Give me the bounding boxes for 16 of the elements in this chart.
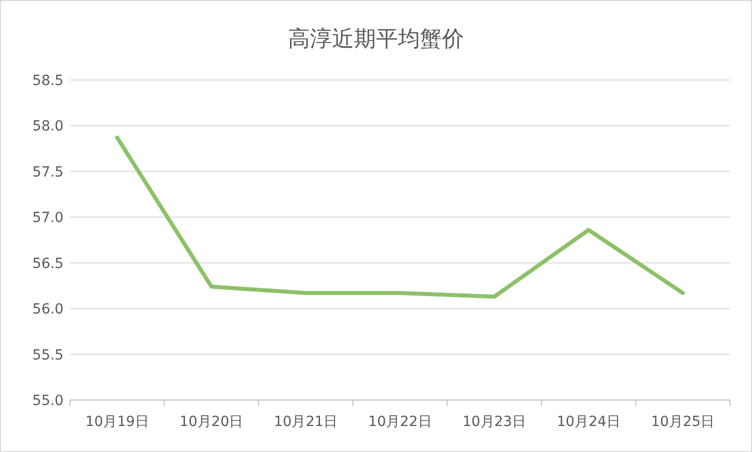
y-tick-label: 58.5 (32, 73, 64, 89)
y-tick-label: 57.5 (32, 164, 64, 180)
x-tick-label: 10月19日 (85, 414, 149, 430)
x-tick-label: 10月21日 (274, 414, 338, 430)
y-tick-label: 57.0 (32, 210, 64, 226)
y-tick-label: 56.0 (32, 302, 64, 318)
x-tick-label: 10月22日 (368, 414, 432, 430)
y-tick-label: 58.0 (32, 118, 64, 135)
chart-title: 高淳近期平均蟹价 (288, 27, 464, 52)
x-tick-label: 10月23日 (462, 414, 526, 430)
y-tick-label: 56.5 (32, 256, 64, 272)
x-tick-label: 10月24日 (556, 414, 620, 430)
y-tick-label: 55.5 (32, 347, 64, 364)
y-tick-label: 55.0 (32, 393, 64, 409)
x-tick-label: 10月25日 (651, 414, 715, 430)
x-tick-label: 10月20日 (180, 414, 244, 430)
